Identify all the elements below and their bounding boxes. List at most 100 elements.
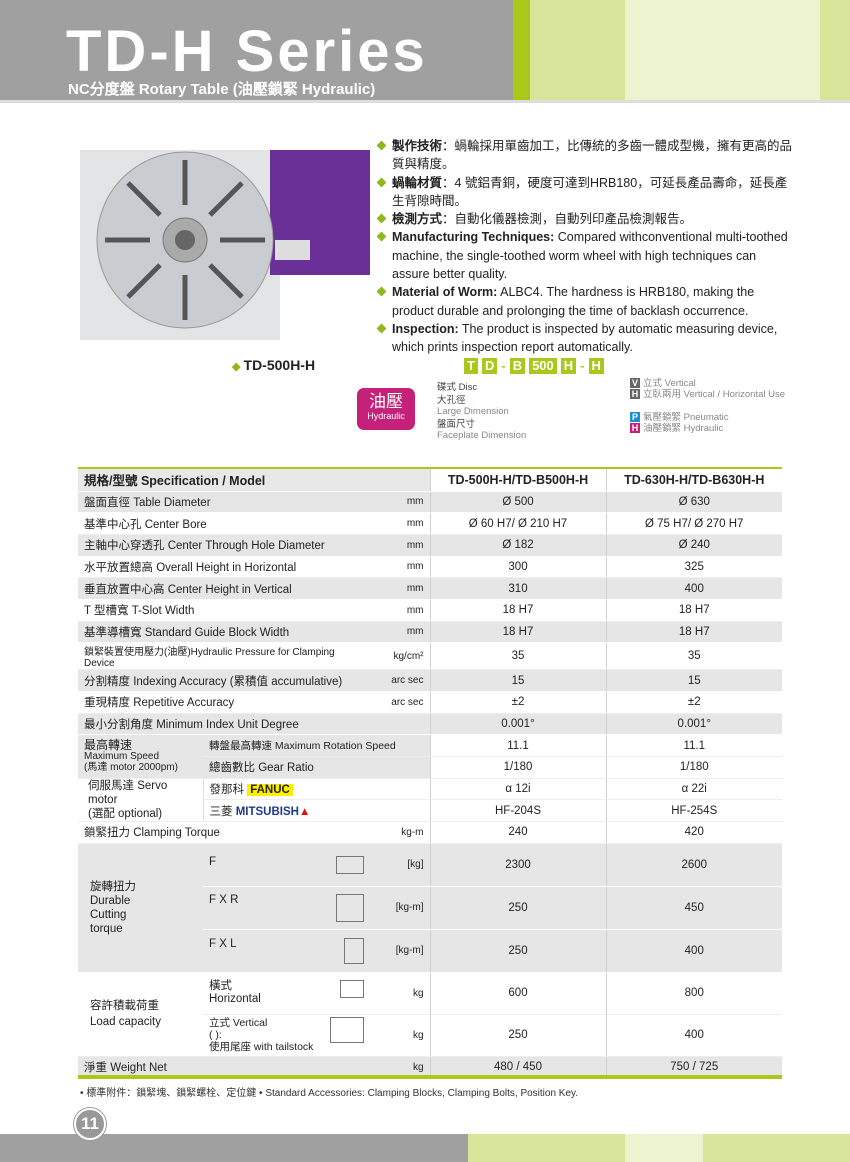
table-cell: Ø 500: [429, 491, 606, 514]
table-cell: 400: [605, 929, 782, 973]
table-cell: Ø 75 H7/ Ø 270 H7: [605, 512, 782, 535]
table-cell: HF-254S: [605, 799, 782, 823]
force-diagram-icon: [336, 855, 364, 874]
table-cell: F X L: [203, 929, 370, 973]
table-cell: [370, 713, 430, 736]
table-cell: 轉盤最高轉速 Maximum Rotation Speed: [203, 734, 430, 758]
table-row: 立式 Vertical( ): 使用尾座 with tailstock kg 250 4…: [78, 1014, 782, 1057]
table-cell: 鎖緊扭力 Clamping Torque: [78, 821, 370, 844]
table-cell: 325: [605, 556, 782, 579]
table-cell: 分割精度 Indexing Accuracy (累積值 accumulative…: [78, 669, 370, 692]
feature-item: Inspection: The product is inspected by …: [376, 320, 796, 357]
table-row: 旋轉扭力 Durable Cutting torque F [kg] 2300 2600: [78, 843, 782, 973]
feature-item: Manufacturing Techniques: Compared withc…: [376, 228, 796, 283]
feature-item: 製作技術：蝸輪採用單齒加工，比傳統的多齒一體成型機，擁有更高的品質與精度。: [376, 137, 796, 174]
table-cell: 18 H7: [605, 599, 782, 622]
table-cell: 2600: [605, 843, 782, 887]
rotary-table-photo: [80, 150, 370, 340]
table-cell: 800: [605, 972, 782, 1015]
page-number: 11: [74, 1108, 106, 1140]
table-cell: 基準導槽寬 Standard Guide Block Width: [78, 621, 370, 644]
table-row: 分割精度 Indexing Accuracy (累積值 accumulative…: [78, 669, 782, 692]
table-cell: T 型槽寬 T-Slot Width: [78, 599, 370, 622]
table-cell: 最高轉速 Maximum Speed (馬達 motor 2000pm): [78, 734, 203, 779]
table-cell: Ø 60 H7/ Ø 210 H7: [429, 512, 606, 535]
table-cell: 伺服馬達 Servo motor (選配 optional): [78, 778, 203, 823]
table-cell: 水平放置總高 Overall Height in Horizontal: [78, 556, 370, 579]
vertical-load-icon: [330, 1017, 364, 1044]
table-cell: 250: [429, 886, 606, 930]
table-cell: 旋轉扭力 Durable Cutting torque: [78, 843, 203, 973]
table-cell: 420: [605, 821, 782, 844]
page-title: TD-H Series: [66, 19, 428, 84]
mitsubishi-diamonds-icon: ▲: [298, 805, 311, 818]
table-cell: 三菱 MITSUBISH▲: [202, 799, 430, 823]
table-cell: ±2: [429, 691, 606, 714]
table-cell: [kg]: [370, 843, 430, 887]
table-cell: kg: [370, 972, 430, 1015]
table-cell: 240: [429, 821, 606, 844]
table-cell: 15: [605, 669, 782, 692]
table-cell: Ø 182: [429, 534, 606, 557]
feature-list: 製作技術：蝸輪採用單齒加工，比傳統的多齒一體成型機，擁有更高的品質與精度。 蝸輪…: [376, 137, 796, 357]
table-row: 最高轉速 Maximum Speed (馬達 motor 2000pm) 轉盤最高轉速…: [78, 734, 782, 779]
table-cell: 400: [605, 577, 782, 600]
force-radius-diagram-icon: [336, 893, 364, 922]
table-row: 主軸中心穿透孔 Center Through Hole Diameter mm Ø …: [78, 534, 782, 557]
table-row: F X R [kg-m] 250 450: [78, 886, 782, 930]
table-cell: 立式 Vertical( ): 使用尾座 with tailstock: [203, 1014, 370, 1057]
table-cell: HF-204S: [429, 799, 606, 823]
table-cell: 盤面直徑 Table Diameter: [78, 491, 370, 514]
table-cell: 18 H7: [429, 621, 606, 644]
table-cell: mm: [370, 599, 430, 622]
table-cell: mm: [370, 491, 430, 514]
table-row: F X L [kg-m] 250 400: [78, 929, 782, 973]
table-cell: α 22i: [605, 778, 782, 801]
accessories-note: • 標準附件：鎖緊塊、鎖緊螺栓、定位鍵 • Standard Accessori…: [80, 1088, 579, 1099]
table-cell: 基準中心孔 Center Bore: [78, 512, 370, 535]
table-cell: mm: [370, 512, 430, 535]
feature-item: 檢測方式：自動化儀器檢測，自動列印產品檢測報告。: [376, 210, 796, 228]
table-cell: arc sec: [370, 691, 430, 714]
table-row: 垂直放置中心高 Center Height in Vertical mm 310 40…: [78, 577, 782, 600]
table-cell: mm: [370, 556, 430, 579]
page-subtitle: NC分度盤 Rotary Table (油壓鎖緊 Hydraulic): [68, 81, 376, 98]
table-row: 基準導槽寬 Standard Guide Block Width mm 18 H7 1…: [78, 621, 782, 644]
table-cell: 35: [605, 642, 782, 671]
table-row: 淨重 Weight Net kg 480 / 450 750 / 725: [78, 1056, 782, 1079]
table-row: 總齒數比 Gear Ratio 1/180 1/180: [78, 756, 782, 779]
spec-table: 規格/型號 Specification / Model TD-500H-H/TD-…: [78, 467, 782, 1079]
fanuc-logo: FANUC: [247, 784, 293, 797]
table-cell: F X R: [203, 886, 370, 930]
table-row: 鎖緊扭力 Clamping Torque kg-m 240 420: [78, 821, 782, 844]
table-cell: 1/180: [605, 756, 782, 779]
table-cell: arc sec: [370, 669, 430, 692]
feature-item: 蝸輪材質：4 號鋁青銅，硬度可達到HRB180，可延長產品壽命，延長產生背隙時間…: [376, 174, 796, 211]
table-cell: Ø 630: [605, 491, 782, 514]
table-cell: 最小分割角度 Minimum Index Unit Degree: [78, 713, 370, 736]
table-cell: 發那科 FANUC: [202, 778, 430, 801]
table-cell: 600: [429, 972, 606, 1015]
table-cell: 400: [605, 1014, 782, 1057]
table-cell: 0.001°: [605, 713, 782, 736]
code-legend-left: 碟式 Disc 大孔徑 Large Dimension 盤面尺寸 Faceplate…: [437, 382, 527, 441]
force-length-diagram-icon: [344, 937, 364, 964]
header-band: [0, 0, 850, 100]
table-cell: kg/cm²: [370, 642, 430, 671]
table-cell: 1/180: [429, 756, 606, 779]
table-cell: [kg-m]: [370, 886, 430, 930]
model-code: T D - B 500 H - H: [464, 358, 604, 374]
table-row: 容許積載荷重 Load capacity 橫式 Horizontal kg 600 800: [78, 972, 782, 1057]
table-cell: 250: [429, 929, 606, 973]
table-cell: 0.001°: [429, 713, 606, 736]
table-cell: α 12i: [429, 778, 606, 801]
table-cell: kg: [370, 1014, 430, 1057]
table-cell: 15: [429, 669, 606, 692]
table-cell: 11.1: [605, 734, 782, 758]
table-cell: 鎖緊裝置使用壓力(油壓)Hydraulic Pressure for Clamp…: [78, 642, 370, 671]
table-cell: 310: [429, 577, 606, 600]
table-cell: 容許積載荷重 Load capacity: [78, 972, 203, 1057]
feature-item: Material of Worm: ALBC4. The hardness is…: [376, 283, 796, 320]
table-cell: 18 H7: [429, 599, 606, 622]
table-cell: [kg-m]: [370, 929, 430, 973]
